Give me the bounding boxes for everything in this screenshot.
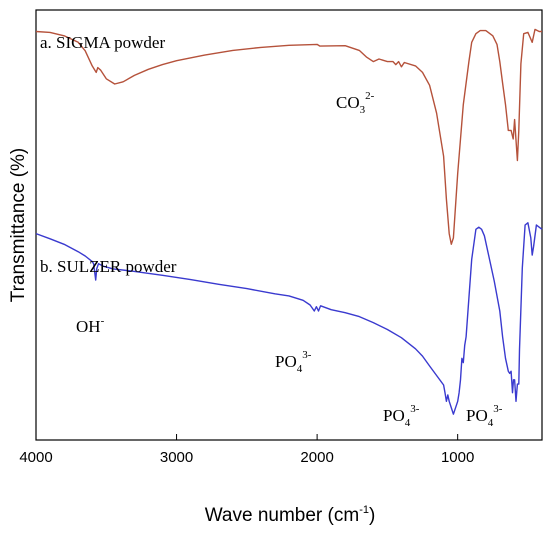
annotation-co3-sup: 2-	[365, 90, 375, 102]
annotation-co3-base: CO	[336, 93, 360, 112]
annotation-po4-1050: PO4 3-	[383, 403, 420, 429]
annotation-po4-1050-sub: 4	[405, 417, 411, 429]
annotation-po4-1050-sup: 3-	[410, 403, 420, 415]
x-tick-label-4000: 4000	[19, 449, 52, 466]
annotation-oh: OH-	[76, 315, 105, 336]
series-group	[35, 28, 543, 415]
annotation-po4-2000-base: PO	[275, 352, 297, 371]
y-axis-title: Transmittance (%)	[8, 148, 29, 303]
annotation-po4-1050-base: PO	[383, 406, 405, 425]
x-tick-label-3000: 3000	[160, 449, 193, 466]
annotation-po4-2000-sup: 3-	[302, 349, 312, 361]
x-axis-title: Wave number (cm-1)	[205, 504, 376, 526]
annotation-co3-sub: 3	[360, 104, 366, 116]
x-tick-label-1000: 1000	[441, 449, 474, 466]
series-line-sigma	[35, 28, 542, 245]
x-axis-ticks: 4000 3000 2000 1000	[19, 434, 474, 466]
annotation-po4-600-sup: 3-	[493, 403, 503, 415]
annotation-po4-600-sub: 4	[488, 417, 494, 429]
x-tick-label-2000: 2000	[300, 449, 333, 466]
plot-frame	[35, 9, 543, 441]
x-axis-title-sup: -1	[359, 504, 369, 516]
series-line-sulzer	[35, 222, 543, 415]
series-label-sulzer: b. SULZER powder	[40, 257, 177, 276]
annotation-po4-600: PO4 3-	[466, 403, 503, 429]
annotation-po4-2000-sub: 4	[297, 363, 303, 375]
annotation-co3: CO3 2-	[336, 90, 375, 116]
annotation-oh-sup: -	[101, 315, 105, 327]
x-axis-title-main: Wave number (cm	[205, 505, 360, 526]
annotation-po4-2000: PO4 3-	[275, 349, 312, 375]
series-label-sigma: a. SIGMA powder	[40, 33, 165, 52]
annotation-oh-base: OH	[76, 317, 101, 336]
annotation-po4-600-base: PO	[466, 406, 488, 425]
x-axis-title-close: )	[369, 505, 375, 526]
